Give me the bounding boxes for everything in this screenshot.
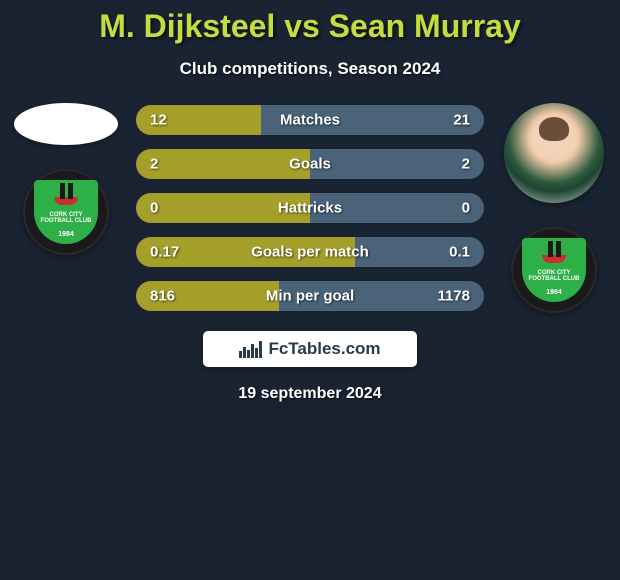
stats-column: 12 Matches 21 2 Goals 2 0 Hattricks 0 0.17 Goals p… — [136, 103, 484, 311]
stat-left-value: 0.17 — [150, 244, 179, 261]
badge-club-name-right: CORK CITYFOOTBALL CLUB — [529, 270, 580, 282]
stat-label: Matches — [280, 112, 340, 129]
branding-badge: FcTables.com — [203, 331, 417, 367]
stat-bar-right — [310, 149, 484, 179]
stat-label: Min per goal — [266, 288, 354, 305]
player-photo-left — [14, 103, 118, 145]
stat-label: Goals per match — [251, 244, 369, 261]
stat-row-matches: 12 Matches 21 — [136, 105, 484, 135]
stat-right-value: 21 — [453, 112, 470, 129]
stat-bar-left — [136, 149, 310, 179]
comparison-subtitle: Club competitions, Season 2024 — [10, 59, 610, 79]
stat-row-goals: 2 Goals 2 — [136, 149, 484, 179]
stat-right-value: 1178 — [437, 288, 470, 305]
snapshot-date: 19 september 2024 — [10, 385, 610, 403]
comparison-body: CORK CITYFOOTBALL CLUB 1984 12Matches212… — [10, 103, 610, 313]
stat-left-value: 816 — [150, 288, 175, 305]
stat-row-min-per-goal: 816 Min per goal 1178 — [136, 281, 484, 311]
stat-row-hattricks: 0 Hattricks 0 — [136, 193, 484, 223]
comparison-title: M. Dijksteel vs Sean Murray — [10, 8, 610, 45]
branding-text: FcTables.com — [268, 339, 380, 359]
ship-icon — [540, 241, 568, 263]
right-player-column: CORK CITYFOOTBALL CLUB 1984 — [498, 103, 610, 313]
player-photo-right — [504, 103, 604, 203]
left-player-column: CORK CITYFOOTBALL CLUB 1984 — [10, 103, 122, 255]
stat-left-value: 0 — [150, 200, 158, 217]
stat-label: Goals — [289, 156, 331, 173]
stat-row-goals-per-match: 0.17 Goals per match 0.1 — [136, 237, 484, 267]
bars-icon — [239, 341, 262, 358]
stat-right-value: 0.1 — [449, 244, 470, 261]
club-badge-left: CORK CITYFOOTBALL CLUB 1984 — [23, 169, 109, 255]
stat-right-value: 2 — [462, 156, 470, 173]
stat-label: Hattricks — [278, 200, 342, 217]
badge-year-right: 1984 — [546, 289, 562, 296]
ship-icon — [52, 183, 80, 205]
stat-left-value: 2 — [150, 156, 158, 173]
badge-club-name-left: CORK CITYFOOTBALL CLUB — [41, 212, 92, 224]
badge-year-left: 1984 — [58, 231, 74, 238]
club-badge-right: CORK CITYFOOTBALL CLUB 1984 — [511, 227, 597, 313]
stat-right-value: 0 — [462, 200, 470, 217]
stat-left-value: 12 — [150, 112, 167, 129]
